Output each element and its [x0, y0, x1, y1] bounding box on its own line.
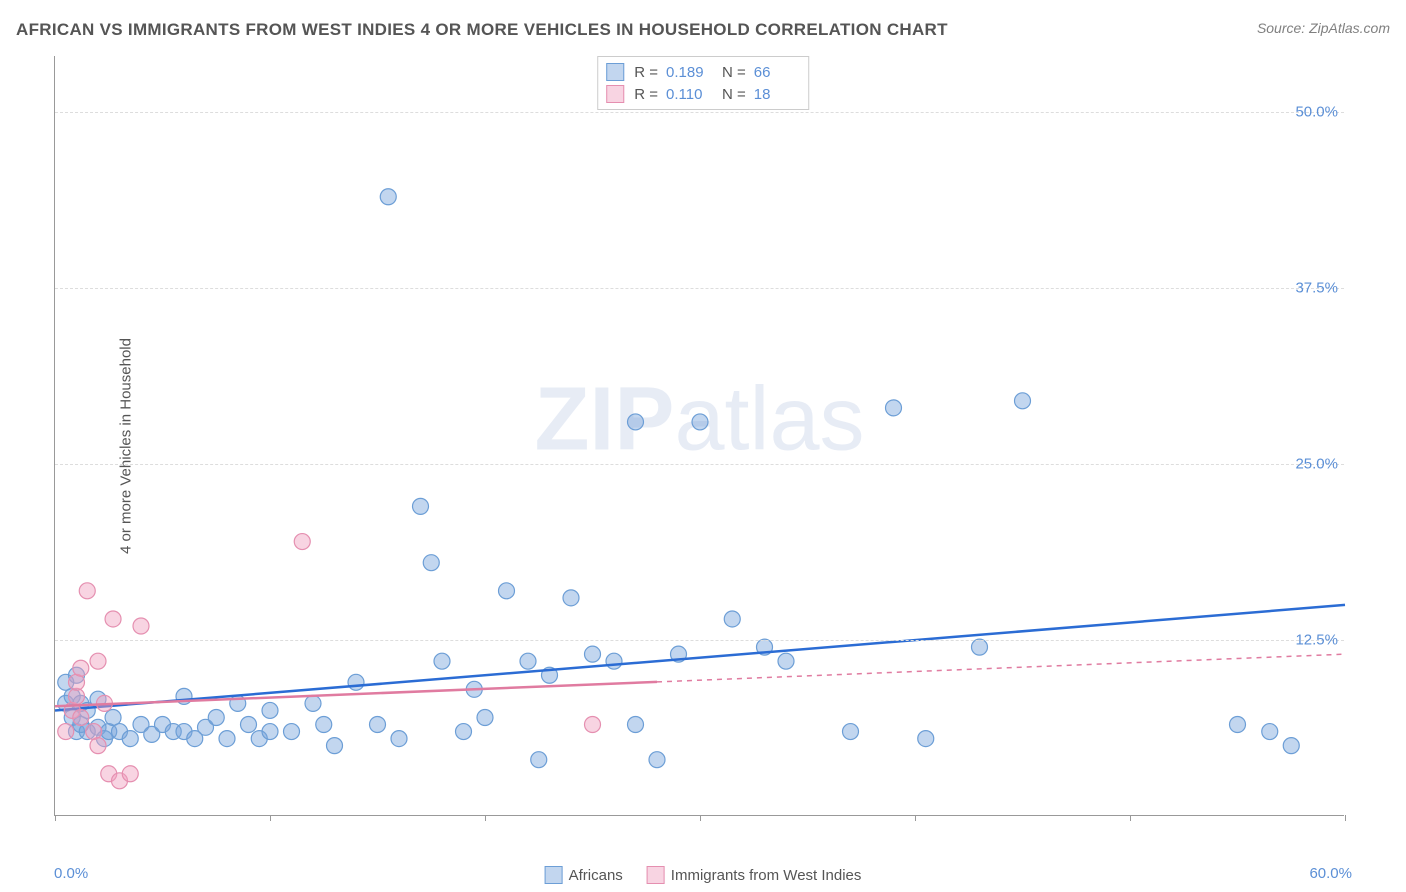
- scatter-point: [348, 674, 364, 690]
- y-tick-label: 50.0%: [1295, 104, 1338, 121]
- gridline: [55, 464, 1344, 465]
- scatter-point: [423, 555, 439, 571]
- scatter-point: [208, 709, 224, 725]
- x-tick-mark: [1345, 815, 1346, 821]
- x-tick-mark: [55, 815, 56, 821]
- gridline: [55, 288, 1344, 289]
- stat-n-label: N =: [722, 64, 746, 81]
- stat-r-value: 0.110: [666, 86, 712, 103]
- scatter-point: [90, 653, 106, 669]
- legend-item: Africans: [545, 866, 623, 884]
- stat-n-label: N =: [722, 86, 746, 103]
- scatter-point: [413, 498, 429, 514]
- scatter-point: [628, 414, 644, 430]
- scatter-point: [133, 618, 149, 634]
- scatter-point: [73, 660, 89, 676]
- scatter-point: [456, 724, 472, 740]
- scatter-svg: [55, 56, 1344, 815]
- legend-stats-box: R = 0.189 N = 66 R = 0.110 N = 18: [597, 56, 809, 110]
- scatter-point: [918, 731, 934, 747]
- y-tick-label: 37.5%: [1295, 280, 1338, 297]
- legend-label: Africans: [569, 867, 623, 884]
- legend-swatch: [606, 63, 624, 81]
- legend-swatch: [606, 85, 624, 103]
- scatter-point: [972, 639, 988, 655]
- stat-r-label: R =: [634, 86, 658, 103]
- legend-stats-row: R = 0.189 N = 66: [606, 61, 800, 83]
- scatter-point: [105, 611, 121, 627]
- x-tick-mark: [485, 815, 486, 821]
- scatter-point: [1015, 393, 1031, 409]
- scatter-point: [628, 717, 644, 733]
- scatter-point: [79, 583, 95, 599]
- scatter-point: [122, 766, 138, 782]
- scatter-point: [1283, 738, 1299, 754]
- scatter-point: [284, 724, 300, 740]
- scatter-point: [305, 695, 321, 711]
- scatter-point: [692, 414, 708, 430]
- x-axis-max-label: 60.0%: [1309, 865, 1352, 882]
- scatter-point: [843, 724, 859, 740]
- scatter-point: [886, 400, 902, 416]
- scatter-point: [1262, 724, 1278, 740]
- source-label: Source:: [1257, 20, 1309, 36]
- x-tick-mark: [1130, 815, 1131, 821]
- scatter-point: [520, 653, 536, 669]
- legend-swatch: [647, 866, 665, 884]
- scatter-point: [262, 702, 278, 718]
- scatter-point: [499, 583, 515, 599]
- x-tick-mark: [270, 815, 271, 821]
- scatter-point: [585, 646, 601, 662]
- scatter-point: [294, 534, 310, 550]
- scatter-point: [370, 717, 386, 733]
- chart-plot-area: ZIPatlas 12.5%25.0%37.5%50.0%: [54, 56, 1344, 816]
- scatter-point: [58, 724, 74, 740]
- y-tick-label: 25.0%: [1295, 456, 1338, 473]
- x-axis-min-label: 0.0%: [54, 865, 88, 882]
- x-tick-mark: [700, 815, 701, 821]
- scatter-point: [563, 590, 579, 606]
- scatter-point: [327, 738, 343, 754]
- scatter-point: [1230, 717, 1246, 733]
- source-citation: Source: ZipAtlas.com: [1257, 20, 1390, 36]
- legend-bottom: Africans Immigrants from West Indies: [545, 866, 862, 884]
- scatter-point: [262, 724, 278, 740]
- scatter-point: [122, 731, 138, 747]
- x-tick-mark: [915, 815, 916, 821]
- gridline: [55, 640, 1344, 641]
- scatter-point: [241, 717, 257, 733]
- scatter-point: [219, 731, 235, 747]
- trend-line-extrapolated: [657, 654, 1345, 682]
- scatter-point: [778, 653, 794, 669]
- source-value: ZipAtlas.com: [1309, 20, 1390, 36]
- scatter-point: [585, 717, 601, 733]
- stat-r-label: R =: [634, 64, 658, 81]
- stat-n-value: 66: [754, 64, 800, 81]
- scatter-point: [90, 738, 106, 754]
- stat-n-value: 18: [754, 86, 800, 103]
- legend-label: Immigrants from West Indies: [671, 867, 862, 884]
- trend-line: [55, 605, 1345, 711]
- scatter-point: [606, 653, 622, 669]
- y-tick-label: 12.5%: [1295, 632, 1338, 649]
- scatter-point: [380, 189, 396, 205]
- legend-swatch: [545, 866, 563, 884]
- legend-stats-row: R = 0.110 N = 18: [606, 83, 800, 105]
- stat-r-value: 0.189: [666, 64, 712, 81]
- scatter-point: [649, 752, 665, 768]
- gridline: [55, 112, 1344, 113]
- scatter-point: [531, 752, 547, 768]
- scatter-point: [73, 709, 89, 725]
- scatter-point: [316, 717, 332, 733]
- scatter-point: [724, 611, 740, 627]
- chart-title: AFRICAN VS IMMIGRANTS FROM WEST INDIES 4…: [16, 20, 948, 40]
- scatter-point: [477, 709, 493, 725]
- scatter-point: [434, 653, 450, 669]
- scatter-point: [391, 731, 407, 747]
- legend-item: Immigrants from West Indies: [647, 866, 862, 884]
